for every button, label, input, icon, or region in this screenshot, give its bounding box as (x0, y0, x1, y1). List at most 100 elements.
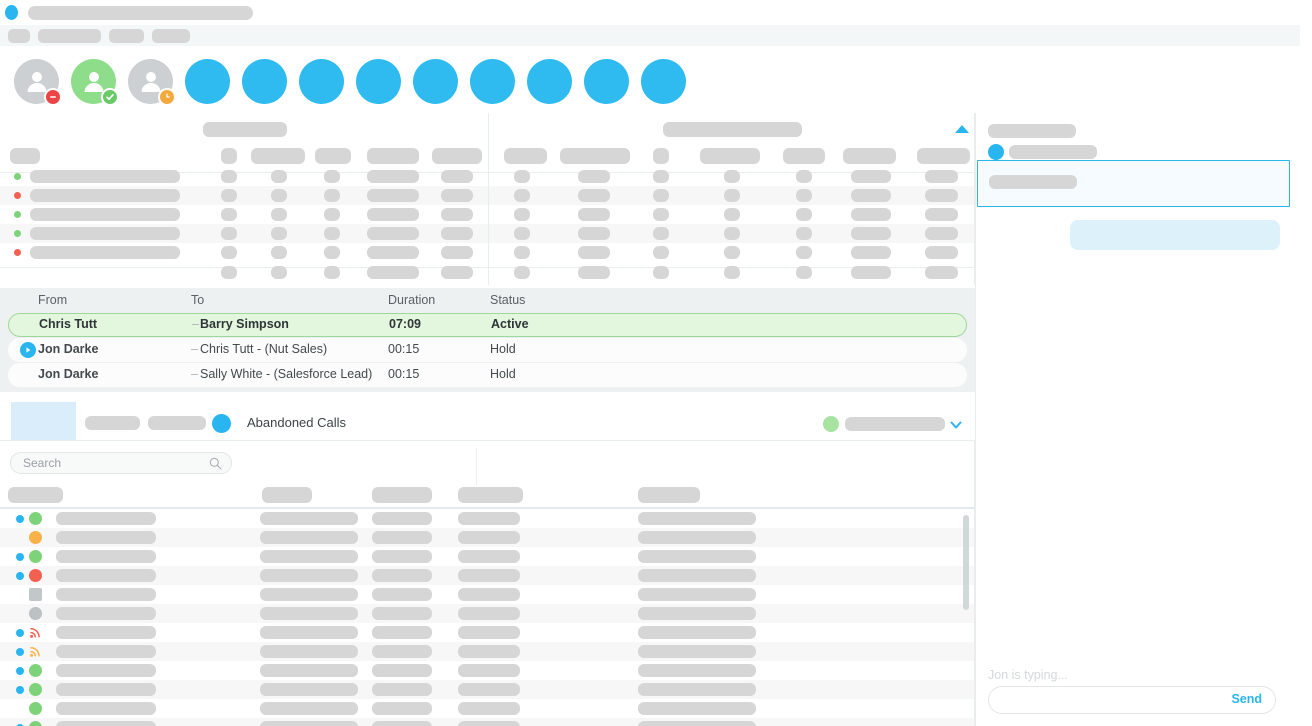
list-item[interactable] (0, 566, 975, 585)
agent-avatar-9[interactable] (470, 58, 515, 104)
directory-header-divider (0, 507, 975, 509)
row-cell-3 (324, 246, 340, 259)
queue-col-header-10[interactable] (783, 148, 825, 164)
toolbar-item-2[interactable] (148, 416, 206, 430)
search-input[interactable] (23, 453, 203, 473)
queue-col-header-8[interactable] (653, 148, 669, 164)
call-row-active[interactable]: Chris Tutt – Barry Simpson 07:09 Active (8, 313, 967, 337)
queue-col-header-4[interactable] (367, 148, 419, 164)
directory-col-header-3[interactable] (458, 487, 523, 503)
list-item[interactable] (0, 718, 975, 726)
row-cell-4 (367, 170, 419, 183)
agent-avatar-available[interactable] (71, 58, 119, 106)
subbar-item-1[interactable] (8, 28, 30, 43)
queue-col-header-1[interactable] (221, 148, 237, 164)
row-cell-9 (724, 246, 740, 259)
send-button[interactable]: Send (1231, 692, 1262, 706)
presence-dot-icon (16, 667, 24, 675)
agent-avatar-away[interactable] (128, 58, 176, 106)
call-row[interactable]: Jon Darke – Sally White - (Salesforce Le… (8, 363, 967, 387)
caret-up-icon[interactable] (955, 125, 969, 133)
agent-avatar-8[interactable] (413, 58, 458, 104)
cell-col-4 (638, 702, 756, 715)
agent-avatar-12[interactable] (641, 58, 686, 104)
row-cell-6 (514, 189, 530, 202)
chevron-down-icon[interactable] (950, 417, 962, 435)
list-item[interactable] (0, 623, 975, 642)
agent-avatar-7[interactable] (356, 58, 401, 104)
directory-col-header-1[interactable] (262, 487, 312, 503)
table-row[interactable] (0, 243, 975, 262)
list-item[interactable] (0, 585, 975, 604)
queue-col-header-5[interactable] (432, 148, 482, 164)
list-item[interactable] (0, 604, 975, 623)
row-cell-4 (367, 189, 419, 202)
row-cell-name (30, 170, 180, 183)
summary-cell-11 (851, 266, 891, 279)
agent-avatar-6[interactable] (299, 58, 344, 104)
call-row[interactable]: Jon Darke – Chris Tutt - (Nut Sales) 00:… (8, 338, 967, 362)
cell-col-1 (260, 531, 358, 544)
row-cell-10 (796, 227, 812, 240)
chat-conversation-selected[interactable] (977, 160, 1290, 207)
row-status-dot (14, 249, 21, 256)
cell-col-2 (372, 626, 432, 639)
cell-name (56, 702, 156, 715)
subbar-item-3[interactable] (109, 28, 144, 43)
row-cell-9 (724, 227, 740, 240)
list-item[interactable] (0, 642, 975, 661)
list-item[interactable] (0, 528, 975, 547)
user-status-placeholder[interactable] (845, 417, 945, 431)
chat-message-placeholder (1009, 145, 1097, 159)
table-row[interactable] (0, 186, 975, 205)
cell-col-2 (372, 664, 432, 677)
status-green-icon (29, 702, 42, 715)
summary-cell-8 (653, 266, 669, 279)
tab-selected-indicator[interactable] (11, 402, 76, 440)
list-item[interactable] (0, 547, 975, 566)
play-circle-icon[interactable] (20, 342, 36, 358)
row-cell-7 (578, 170, 610, 183)
list-item[interactable] (0, 661, 975, 680)
queue-col-header-9[interactable] (700, 148, 760, 164)
agent-avatar-5[interactable] (242, 58, 287, 104)
status-green-icon (29, 683, 42, 696)
agent-avatar-4[interactable] (185, 58, 230, 104)
row-cell-10 (796, 170, 812, 183)
cell-name (56, 607, 156, 620)
queue-col-header-2[interactable] (251, 148, 305, 164)
queue-col-header-12[interactable] (917, 148, 970, 164)
toolbar-item-1[interactable] (85, 416, 140, 430)
call-dash: – (191, 342, 198, 356)
list-item[interactable] (0, 699, 975, 718)
list-item[interactable] (0, 680, 975, 699)
directory-col-header-4[interactable] (638, 487, 700, 503)
search-icon[interactable] (209, 457, 222, 475)
agent-avatar-11[interactable] (584, 58, 629, 104)
subbar-item-4[interactable] (152, 28, 190, 43)
call-duration: 00:15 (388, 342, 420, 356)
chat-composer[interactable]: Send (988, 686, 1276, 714)
subbar-item-2[interactable] (38, 28, 101, 43)
queue-col-header-0[interactable] (10, 148, 40, 164)
search-box[interactable] (10, 452, 232, 474)
message-input[interactable] (1003, 687, 1203, 713)
vertical-scrollbar[interactable] (963, 515, 969, 610)
queue-col-header-6[interactable] (504, 148, 547, 164)
status-green-icon (29, 721, 42, 726)
directory-col-header-2[interactable] (372, 487, 432, 503)
table-row[interactable] (0, 205, 975, 224)
row-status-dot (14, 192, 21, 199)
table-row[interactable] (0, 224, 975, 243)
cell-col-2 (372, 721, 432, 726)
queue-col-header-3[interactable] (315, 148, 351, 164)
agent-avatar-busy[interactable] (14, 58, 62, 106)
queue-col-header-11[interactable] (843, 148, 896, 164)
list-item[interactable] (0, 509, 975, 528)
queue-col-header-7[interactable] (560, 148, 630, 164)
agent-avatar-10[interactable] (527, 58, 572, 104)
table-row[interactable] (0, 167, 975, 186)
row-cell-3 (324, 189, 340, 202)
status-green-icon (29, 664, 42, 677)
directory-col-header-0[interactable] (8, 487, 63, 503)
